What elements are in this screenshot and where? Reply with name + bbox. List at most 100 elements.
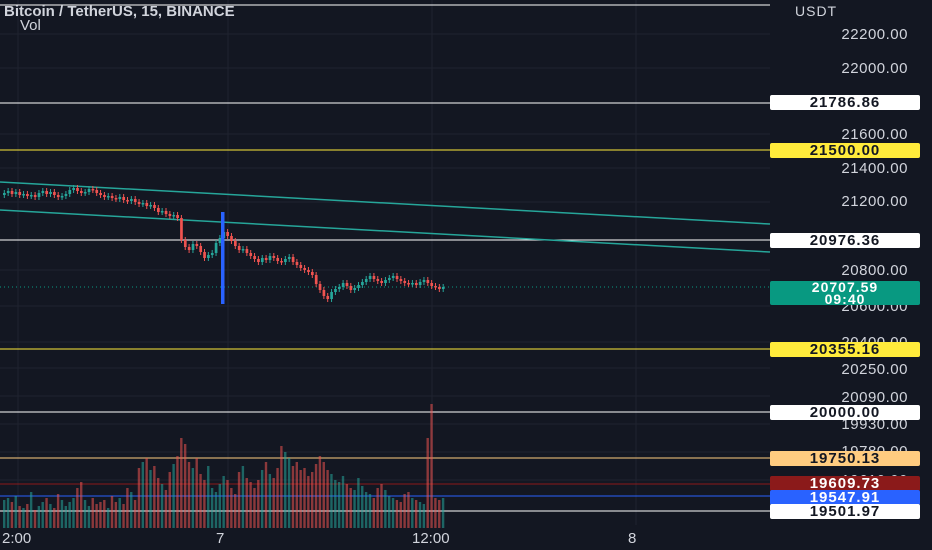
- price-tick: 20800.00: [841, 262, 908, 279]
- candle-body: [380, 281, 383, 283]
- symbol-title[interactable]: Bitcoin / TetherUS, 15, BINANCE: [4, 3, 235, 20]
- candle-body: [137, 202, 141, 204]
- level-pill[interactable]: 19547.91: [770, 490, 920, 505]
- volume-bar: [234, 494, 237, 528]
- volume-bar: [430, 404, 433, 528]
- current-price: 20707.59: [811, 279, 879, 295]
- volume-bar: [249, 482, 252, 528]
- candle-body: [384, 280, 387, 283]
- candle-body: [122, 197, 126, 200]
- volume-bar: [245, 478, 248, 528]
- level-pill[interactable]: 19501.97: [770, 504, 920, 519]
- candle-body: [399, 279, 403, 281]
- volume-bar: [341, 476, 345, 528]
- candle-body: [72, 188, 75, 190]
- candle-body: [187, 247, 191, 250]
- candle-body: [199, 246, 203, 252]
- candle-body: [234, 241, 237, 246]
- volume-bar: [133, 500, 137, 528]
- candle-body: [53, 192, 56, 195]
- volume-bar: [307, 476, 310, 528]
- price-tick: 21400.00: [841, 160, 908, 177]
- level-pill[interactable]: 20355.16: [770, 342, 920, 357]
- candle-body: [349, 286, 353, 290]
- volume-bar: [49, 504, 52, 528]
- volume-bar: [364, 492, 368, 528]
- level-pill[interactable]: 21500.00: [770, 143, 920, 158]
- candle-body: [49, 192, 52, 194]
- volume-bar: [422, 504, 426, 528]
- volume-bar: [18, 506, 21, 528]
- candle-body: [299, 265, 303, 268]
- volume-bar: [276, 468, 279, 528]
- volume-bar: [80, 482, 83, 528]
- candle-body: [441, 287, 445, 289]
- volume-bar: [164, 490, 168, 528]
- candle-body: [407, 283, 410, 285]
- level-pill[interactable]: 20976.36: [770, 233, 920, 248]
- candle-body: [3, 193, 6, 195]
- candle-body: [218, 238, 222, 243]
- candle-body: [14, 192, 18, 194]
- candle-body: [237, 246, 241, 250]
- volume-bar: [214, 492, 218, 528]
- time-tick: 8: [628, 530, 637, 547]
- candle-body: [153, 205, 156, 208]
- level-pill[interactable]: 21786.86: [770, 95, 920, 110]
- volume-bar: [72, 498, 75, 528]
- volume-bar: [118, 498, 121, 528]
- volume-bar: [83, 500, 87, 528]
- volume-indicator-label[interactable]: Vol: [20, 17, 41, 34]
- volume-bar: [207, 466, 210, 528]
- candle-body: [103, 195, 106, 197]
- price-tick: 20090.00: [841, 389, 908, 406]
- time-tick: 7: [216, 530, 225, 547]
- candle-body: [45, 191, 49, 194]
- volume-bar: [426, 438, 429, 528]
- candle-body: [10, 191, 14, 194]
- candle-body: [207, 255, 210, 258]
- candle-body: [434, 286, 437, 288]
- candle-body: [307, 270, 310, 272]
- level-pill[interactable]: 20000.00: [770, 405, 920, 420]
- candle-body: [257, 259, 260, 262]
- volume-bar: [53, 508, 56, 528]
- volume-bar: [345, 484, 349, 528]
- candle-body: [272, 256, 276, 258]
- volume-bar: [322, 462, 325, 528]
- volume-bar: [260, 470, 264, 528]
- volume-bar: [87, 506, 91, 528]
- volume-bar: [388, 496, 391, 528]
- candle-body: [280, 261, 283, 263]
- candle-body: [106, 196, 110, 198]
- volume-bar: [268, 474, 272, 528]
- volume-bar: [26, 504, 29, 528]
- candle-body: [91, 189, 95, 191]
- candle-body: [414, 283, 418, 285]
- volume-bar: [137, 468, 141, 528]
- candle-body: [83, 192, 87, 194]
- volume-bar: [6, 498, 10, 528]
- candle-body: [110, 196, 114, 198]
- volume-bar: [157, 478, 160, 528]
- candle-body: [64, 194, 68, 196]
- volume-bar: [76, 488, 79, 528]
- candle-body: [130, 199, 133, 201]
- volume-bar: [126, 488, 129, 528]
- candle-body: [245, 249, 249, 253]
- volume-bar: [114, 502, 118, 528]
- volume-bar: [391, 498, 395, 528]
- level-pill[interactable]: 19609.73: [770, 476, 920, 491]
- volume-bar: [41, 502, 44, 528]
- volume-bar: [191, 468, 195, 528]
- volume-bar: [384, 490, 387, 528]
- current-price-pill[interactable]: 20707.59 09:40: [770, 279, 920, 306]
- volume-bar: [299, 470, 302, 528]
- volume-bar: [241, 466, 245, 528]
- volume-bar: [203, 480, 206, 528]
- candle-body: [311, 272, 314, 275]
- volume-bar: [37, 506, 41, 528]
- level-pill[interactable]: 19750.13: [770, 451, 920, 466]
- volume-bar: [195, 458, 198, 528]
